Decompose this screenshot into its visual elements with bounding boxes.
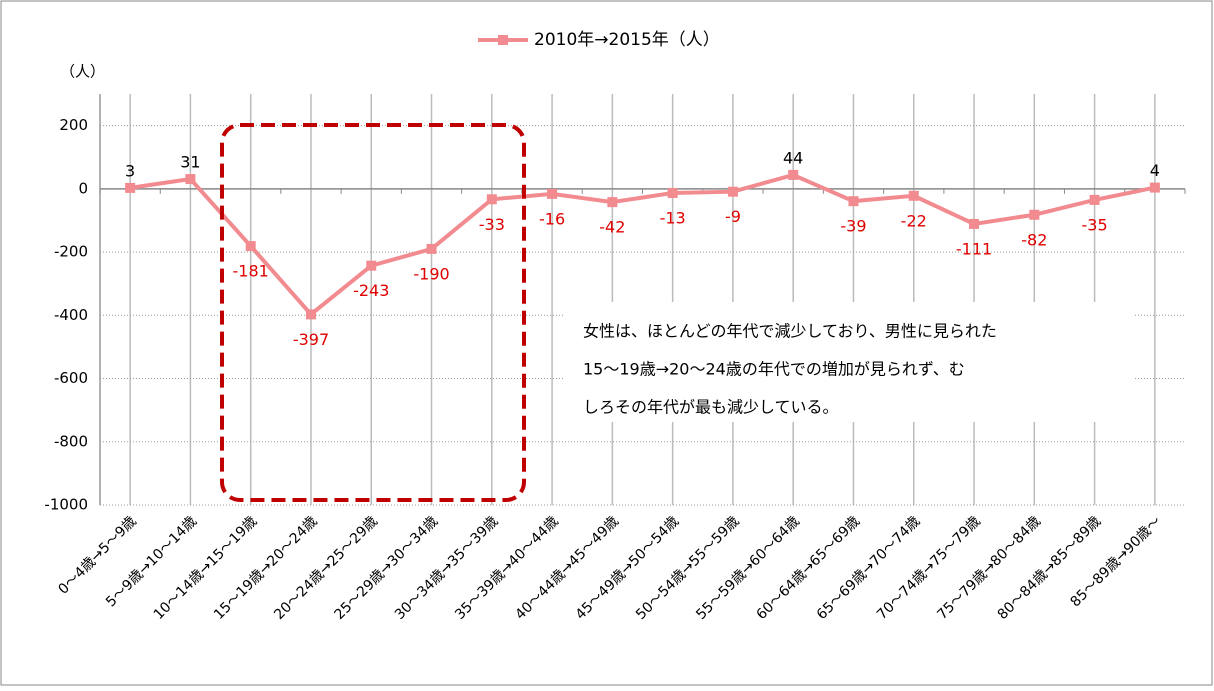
data-label: -190 <box>413 264 449 283</box>
data-label: -39 <box>840 217 866 236</box>
y-axis-label: （人） <box>60 63 105 81</box>
annotation-line: しろその年代が最も減少している。 <box>583 398 839 417</box>
point-marker <box>1029 209 1040 220</box>
point-marker <box>727 186 738 197</box>
point-marker <box>245 241 256 252</box>
point-marker <box>848 196 859 207</box>
annotation-line: 15～19歳→20～24歳の年代での増加が見られず、む <box>583 360 965 379</box>
point-marker <box>667 187 678 198</box>
data-label: -35 <box>1082 215 1108 234</box>
y-tick-label: 200 <box>59 116 88 134</box>
point-marker <box>607 197 618 208</box>
point-marker <box>788 169 799 180</box>
data-label: -33 <box>479 215 505 234</box>
point-marker <box>185 174 196 185</box>
y-tick-label: -1000 <box>44 496 88 514</box>
point-marker <box>908 190 919 201</box>
data-label: -9 <box>725 207 741 226</box>
y-tick-label: -600 <box>54 369 88 387</box>
legend-label: 2010年→2015年（人） <box>534 30 720 50</box>
point-marker <box>125 182 136 193</box>
series-line <box>129 172 1156 318</box>
data-label: -22 <box>901 211 927 230</box>
data-label: 4 <box>1150 161 1160 180</box>
highlight-box <box>220 123 526 502</box>
data-label: -13 <box>660 208 686 227</box>
data-label: -16 <box>539 209 565 228</box>
point-marker <box>366 260 377 271</box>
data-label: -111 <box>956 239 992 258</box>
annotation-line: 女性は、ほとんどの年代で減少しており、男性に見られた <box>583 322 997 341</box>
y-tick-label: -200 <box>54 243 88 261</box>
data-label: -243 <box>353 281 389 300</box>
point-marker <box>969 218 980 229</box>
point-marker <box>1149 182 1160 193</box>
data-label: -42 <box>599 218 625 237</box>
data-label: -82 <box>1021 230 1047 249</box>
y-tick-label: -400 <box>54 306 88 324</box>
point-marker <box>486 194 497 205</box>
point-marker <box>547 188 558 199</box>
data-label: -397 <box>293 330 329 349</box>
y-tick-label: -800 <box>54 432 88 450</box>
data-label: 31 <box>180 153 200 172</box>
point-marker <box>305 309 316 320</box>
data-label: -181 <box>233 262 269 281</box>
point-marker <box>426 243 437 254</box>
annotation-box <box>565 302 1133 422</box>
point-marker <box>1089 194 1100 205</box>
data-label: 3 <box>125 161 135 180</box>
data-label: 44 <box>783 148 803 167</box>
legend-marker <box>498 35 508 45</box>
y-tick-label: 0 <box>78 179 88 197</box>
